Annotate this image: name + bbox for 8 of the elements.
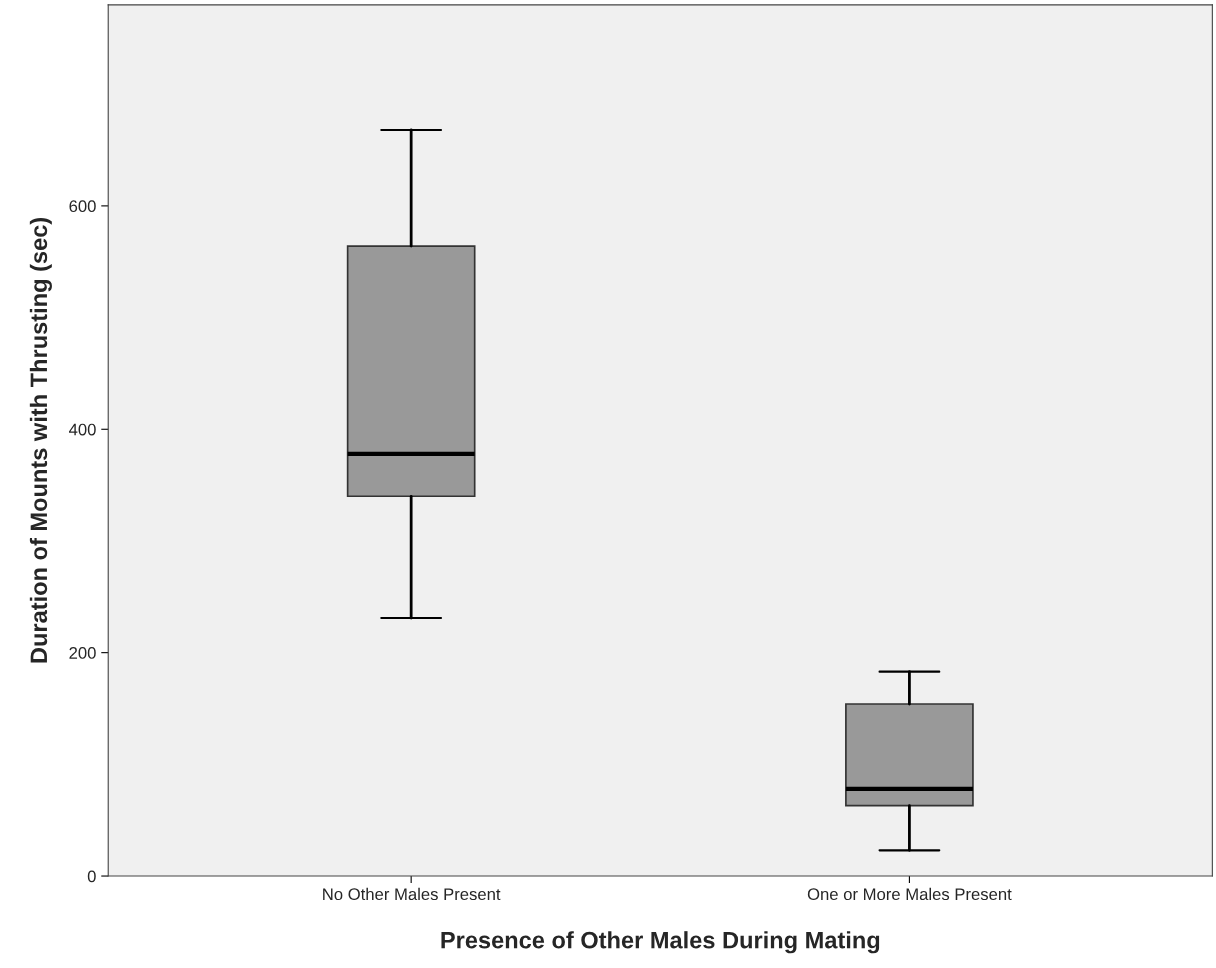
x-tick-label: No Other Males Present <box>323 887 501 901</box>
y-tick-label: 600 <box>69 200 96 213</box>
y-tick-label: 400 <box>69 423 96 436</box>
x-axis-title: Presence of Other Males During Mating <box>441 931 880 954</box>
y-tick-label: 200 <box>69 647 96 659</box>
x-tick-label: One or More Males Present <box>807 887 1012 901</box>
y-tick-label: 0 <box>87 870 96 883</box>
y-axis-title: Duration of Mounts with Thrusting (sec) <box>29 217 52 663</box>
